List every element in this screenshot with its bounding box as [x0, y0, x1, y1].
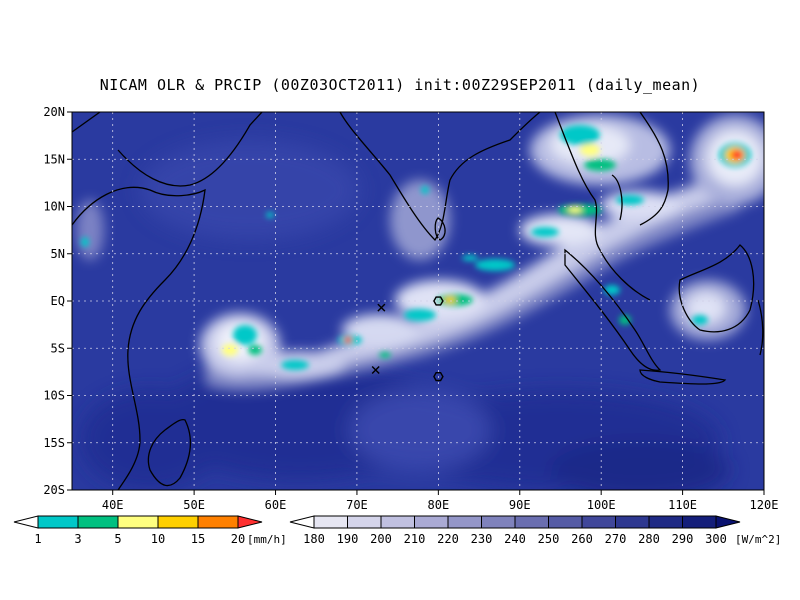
olr-colorbar: 180 190 200 210 220 230 240 250 260 270 280 290 300 […: [289, 515, 781, 546]
precip-colorbar-unit: [mm/h]: [247, 533, 287, 546]
olr-colorbar-swatch: [648, 515, 683, 529]
sulawesi-coast: [757, 299, 764, 356]
olr-colorbar-label: 260: [571, 532, 593, 546]
lat-axis: 20N 15N 10N 5N EQ 5S 10S 15S 20S: [43, 105, 72, 497]
precip-colorbar-label: 5: [114, 532, 121, 546]
lat-tick-label: 15N: [43, 152, 65, 166]
precip-colorbar-label: 3: [74, 532, 81, 546]
lon-tick-label: 70E: [346, 498, 368, 512]
lat-tick-label: 10N: [43, 200, 65, 214]
coastlines: [72, 112, 764, 490]
precip-colorbar-label: 10: [151, 532, 165, 546]
sumatra-coast: [564, 248, 662, 371]
map-title: NICAM OLR & PRCIP (00Z03OCT2011) init:00…: [99, 76, 701, 94]
precip-colorbar-min-arrow: [13, 515, 39, 529]
lat-tick-label: 15S: [43, 436, 65, 450]
arabia-coast: [72, 112, 263, 187]
olr-colorbar-swatch: [514, 515, 549, 529]
precip-colorbar: 1 3 5 10 15 20 [mm/h]: [13, 515, 287, 546]
africa-coast: [72, 186, 206, 490]
lat-tick-label: 10S: [43, 389, 65, 403]
java-coast: [639, 369, 727, 385]
seasia-coast: [554, 112, 669, 301]
olr-colorbar-min-arrow: [289, 515, 315, 529]
olr-colorbar-label: 280: [638, 532, 660, 546]
olr-colorbar-label: 300: [705, 532, 727, 546]
precip-colorbar-label: 1: [34, 532, 41, 546]
precip-patches: [81, 125, 751, 370]
olr-colorbar-unit: [W/m^2]: [735, 533, 781, 546]
lon-tick-label: 100E: [587, 498, 616, 512]
x-marker: [377, 303, 386, 312]
olr-colorbar-swatch: [347, 515, 382, 529]
lon-tick-label: 80E: [428, 498, 450, 512]
olr-colorbar-label: 210: [404, 532, 426, 546]
precip-colorbar-label: 20: [231, 532, 245, 546]
station-markers: [371, 296, 444, 382]
precip-colorbar-max-arrow: [237, 515, 263, 529]
lat-tick-label: 20S: [43, 483, 65, 497]
lat-tick-label: 5S: [51, 341, 65, 355]
hexagon-marker: [433, 372, 444, 382]
olr-colorbar-label: 290: [672, 532, 694, 546]
olr-colorbar-swatch: [581, 515, 616, 529]
olr-colorbar-swatch: [313, 515, 348, 529]
olr-colorbar-swatch: [380, 515, 415, 529]
olr-colorbar-label: 190: [337, 532, 359, 546]
precip-colorbar-swatch: [117, 515, 159, 529]
olr-colorbar-swatch: [414, 515, 449, 529]
lon-tick-label: 60E: [265, 498, 287, 512]
x-marker: [371, 365, 380, 374]
olr-colorbar-label: 220: [437, 532, 459, 546]
lon-tick-label: 40E: [102, 498, 124, 512]
srilanka-coast: [434, 217, 446, 241]
lon-tick-label: 50E: [183, 498, 205, 512]
precip-colorbar-swatch: [37, 515, 79, 529]
olr-colorbar-swatch: [481, 515, 516, 529]
lon-axis: 40E 50E 60E 70E 80E 90E 100E 110E 120E: [102, 490, 779, 512]
olr-colorbar-label: 200: [370, 532, 392, 546]
lon-tick-label: 110E: [668, 498, 697, 512]
borneo-coast: [678, 244, 755, 333]
precip-colorbar-swatch: [157, 515, 199, 529]
olr-colorbar-swatch: [447, 515, 482, 529]
precip-colorbar-swatch: [77, 515, 119, 529]
lon-tick-label: 120E: [750, 498, 779, 512]
olr-colorbar-swatch: [682, 515, 717, 529]
olr-colorbar-label: 270: [605, 532, 627, 546]
lat-tick-label: 20N: [43, 105, 65, 119]
hexagon-marker: [433, 296, 444, 306]
precip-colorbar-swatch: [197, 515, 239, 529]
olr-colorbar-max-arrow: [715, 515, 741, 529]
lat-tick-label: 5N: [51, 247, 65, 261]
olr-colorbar-label: 250: [538, 532, 560, 546]
olr-colorbar-swatch: [615, 515, 650, 529]
india-coast: [339, 112, 541, 242]
olr-colorbar-label: 240: [504, 532, 526, 546]
olr-colorbar-swatch: [548, 515, 583, 529]
precip-colorbar-label: 15: [191, 532, 205, 546]
grid-lines: [72, 112, 764, 490]
olr-colorbar-label: 180: [303, 532, 325, 546]
lon-tick-label: 90E: [509, 498, 531, 512]
map-panel: [72, 112, 764, 490]
olr-colorbar-label: 230: [471, 532, 493, 546]
lat-tick-label: EQ: [51, 294, 65, 308]
madagascar-coast: [147, 419, 192, 487]
